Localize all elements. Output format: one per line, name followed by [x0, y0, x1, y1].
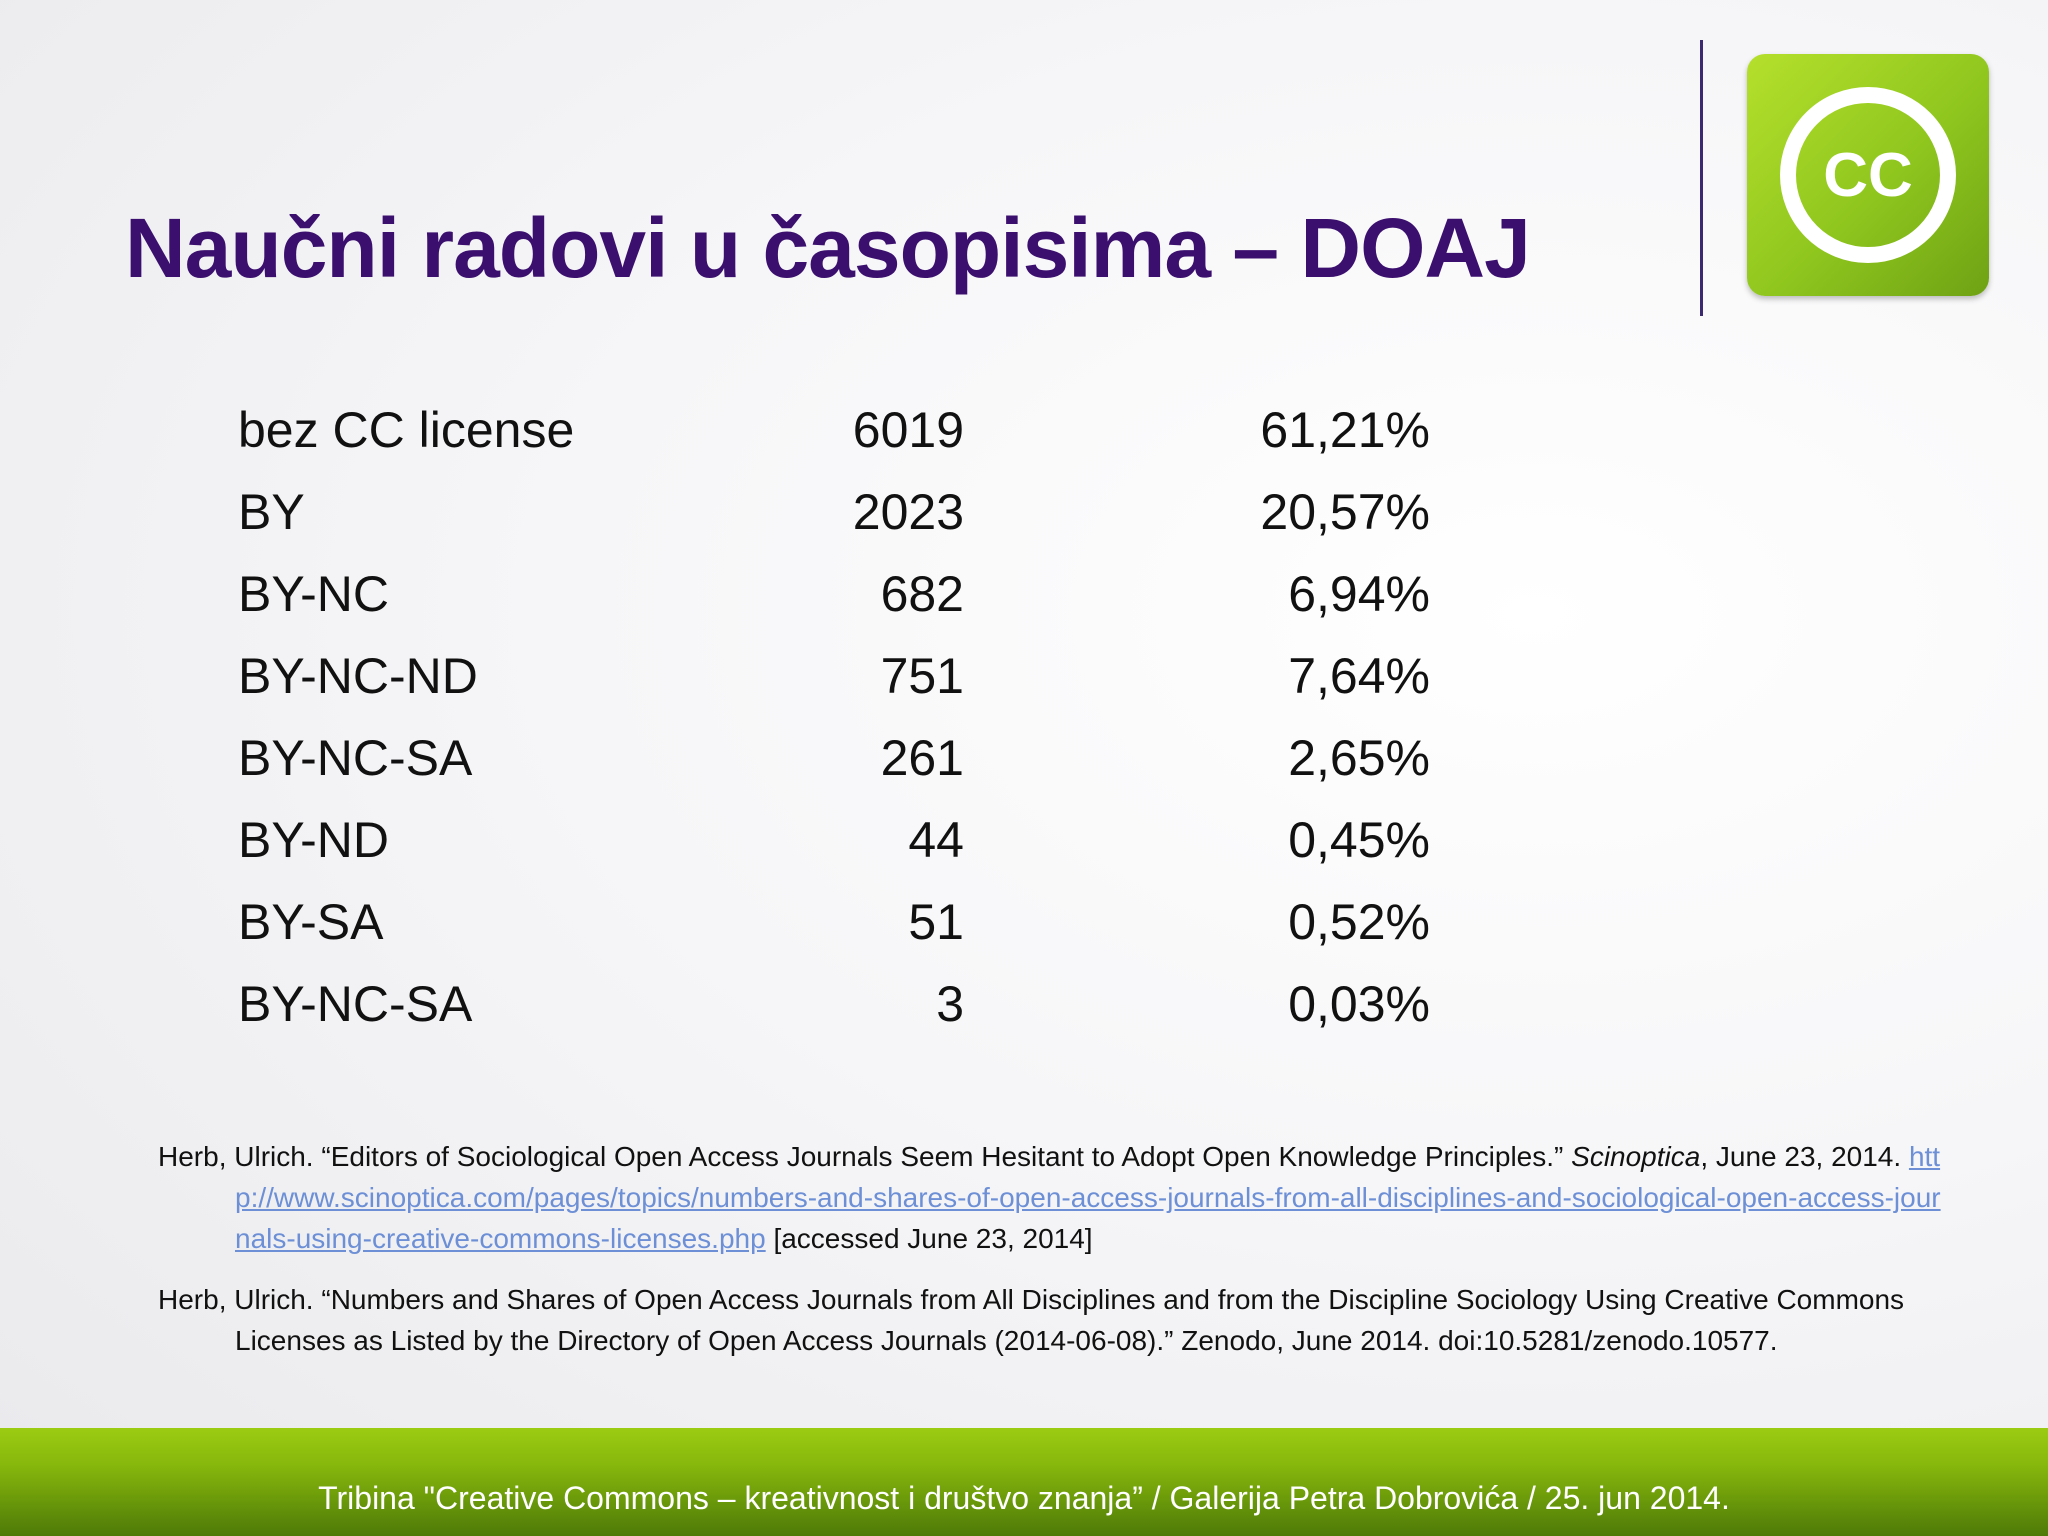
reference-link[interactable]: http://www.scinoptica.com/pages/topics/n…	[235, 1141, 1941, 1254]
license-count: 44	[908, 812, 964, 868]
reference-date: , June 23, 2014.	[1700, 1141, 1909, 1172]
license-percent: 6,94%	[1288, 566, 1430, 622]
license-count: 2023	[852, 484, 964, 540]
license-label: BY-NC-SA	[238, 976, 473, 1032]
table-row: BY-NC-SA 261 2,65%	[238, 717, 1438, 799]
table-row: BY 2023 20,57%	[238, 471, 1438, 553]
license-count: 3	[936, 976, 964, 1032]
license-label: BY-SA	[238, 894, 384, 950]
license-count: 261	[880, 730, 964, 786]
license-percent: 20,57%	[1260, 484, 1430, 540]
license-count: 6019	[852, 402, 964, 458]
license-label: bez CC license	[238, 402, 575, 458]
reference-journal: Scinoptica	[1571, 1141, 1701, 1172]
reference-accessed: [accessed June 23, 2014]	[765, 1223, 1093, 1254]
slide-title: Naučni radovi u časopisima – DOAJ	[125, 201, 1531, 295]
table-row: BY-SA 51 0,52%	[238, 881, 1438, 963]
license-percent: 61,21%	[1260, 402, 1430, 458]
references: Herb, Ulrich. “Editors of Sociological O…	[158, 1136, 1948, 1381]
license-percent: 0,03%	[1288, 976, 1430, 1032]
table-row: bez CC license 6019 61,21%	[238, 389, 1438, 471]
license-label: BY	[238, 484, 305, 540]
license-label: BY-ND	[238, 812, 389, 868]
reference-item: Herb, Ulrich. “Numbers and Shares of Ope…	[158, 1284, 1905, 1356]
license-label: BY-NC-SA	[238, 730, 473, 786]
license-label: BY-NC-ND	[238, 648, 478, 704]
footer-bar: Tribina "Creative Commons – kreativnost …	[0, 1428, 2048, 1536]
license-count: 751	[880, 648, 964, 704]
license-percent: 0,45%	[1288, 812, 1430, 868]
license-label: BY-NC	[238, 566, 389, 622]
license-percent: 7,64%	[1288, 648, 1430, 704]
table-row: BY-NC-ND 751 7,64%	[238, 635, 1438, 717]
license-percent: 0,52%	[1288, 894, 1430, 950]
license-count: 51	[908, 894, 964, 950]
reference-item: Herb, Ulrich. “Editors of Sociological O…	[158, 1136, 1948, 1259]
cc-icon: CC	[1780, 87, 1956, 263]
license-percent: 2,65%	[1288, 730, 1430, 786]
table-row: BY-NC 682 6,94%	[238, 553, 1438, 635]
license-count: 682	[880, 566, 964, 622]
footer-text: Tribina "Creative Commons – kreativnost …	[318, 1480, 1730, 1516]
table-row: BY-ND 44 0,45%	[238, 799, 1438, 881]
cc-logo-text: CC	[1823, 141, 1913, 210]
table-row: BY-NC-SA 3 0,03%	[238, 963, 1438, 1045]
cc-logo: CC	[1747, 54, 1989, 296]
vertical-divider	[1700, 40, 1703, 316]
reference-text: Herb, Ulrich. “Editors of Sociological O…	[158, 1141, 1572, 1172]
